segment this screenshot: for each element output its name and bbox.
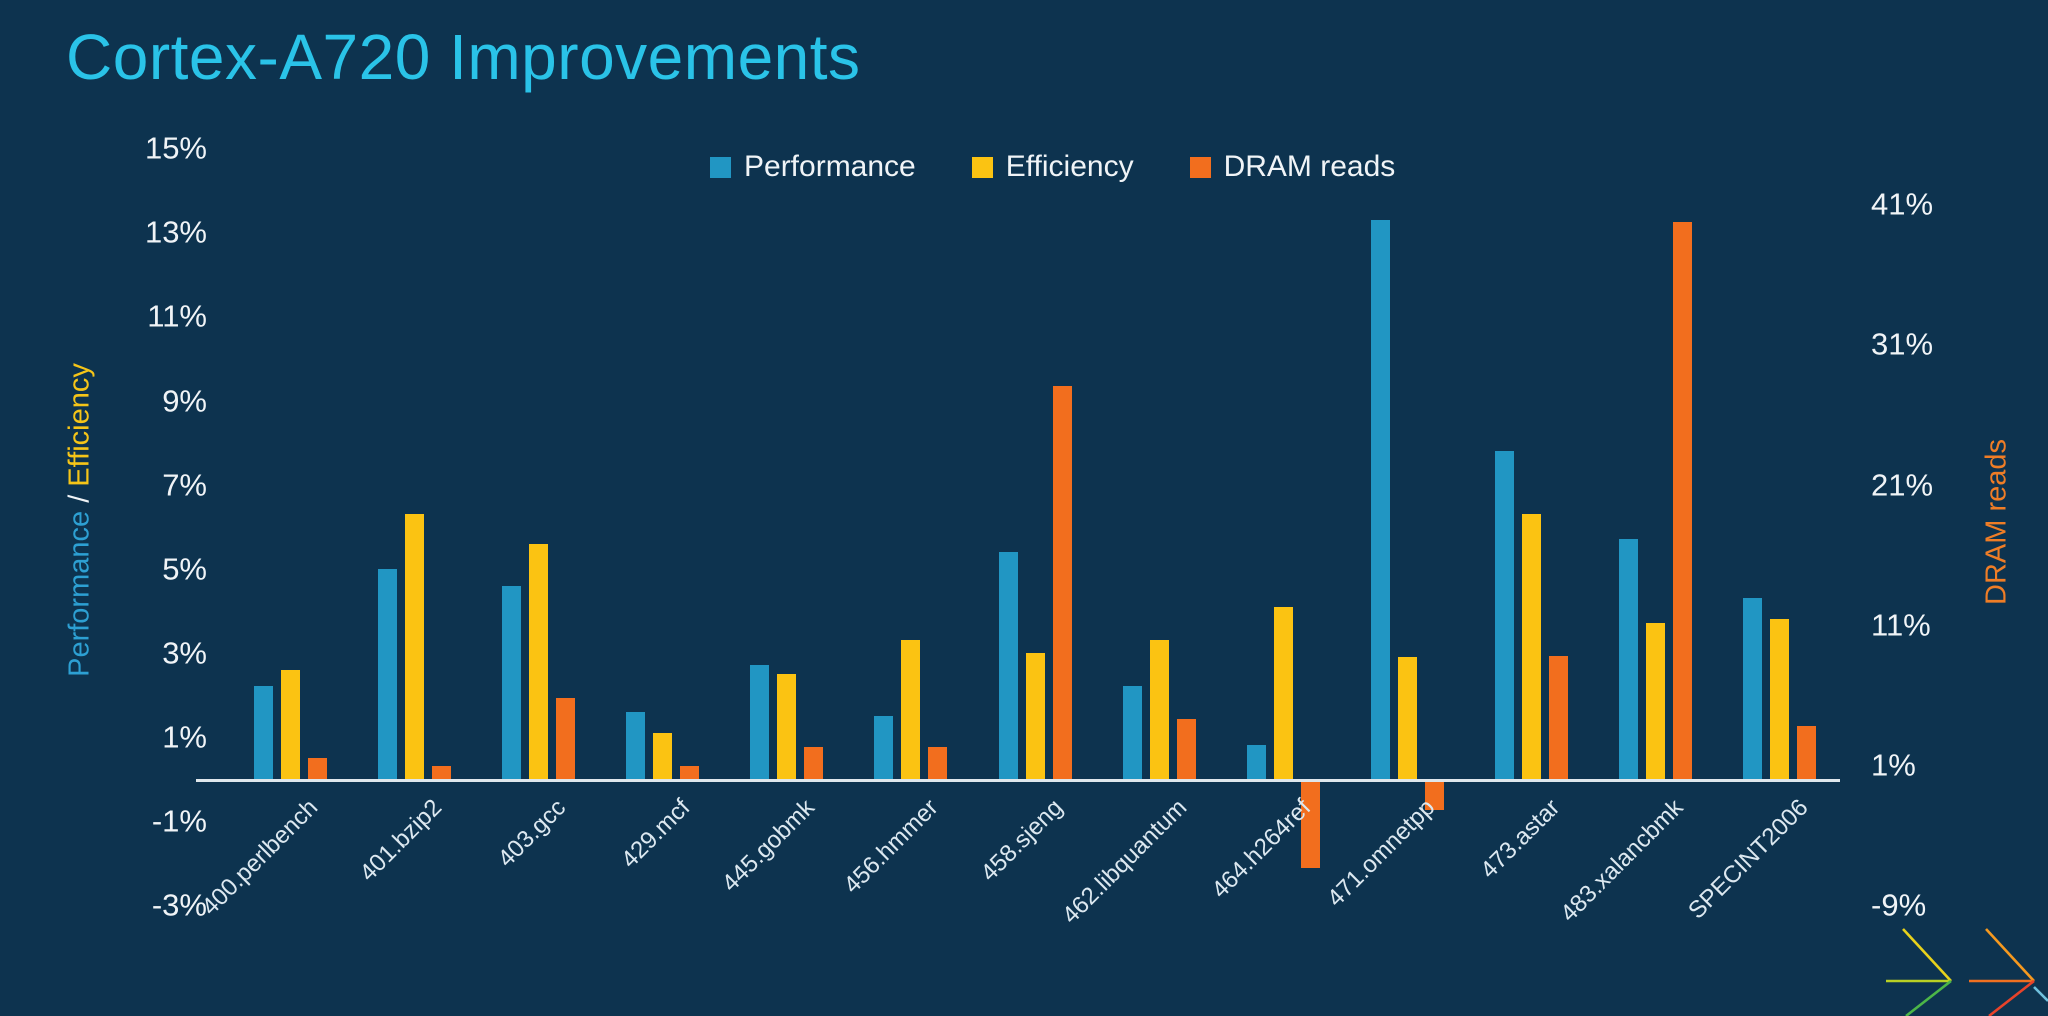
x-axis-category-label: 458.sjeng	[975, 794, 1069, 887]
x-axis-category-label: 462.libquantum	[1057, 794, 1193, 930]
x-axis-zero-line	[196, 779, 1840, 782]
x-axis-category-label: 483.xalancbmk	[1555, 794, 1689, 928]
bar-dram-reads	[1673, 222, 1692, 779]
bar-performance	[874, 716, 893, 779]
bar-dram-reads	[308, 758, 327, 779]
right-axis-tick-label: 21%	[1871, 466, 1934, 502]
bar-efficiency	[529, 544, 548, 779]
chart-legend: Performance Efficiency DRAM reads	[710, 150, 1395, 184]
x-axis-category-label: 401.bzip2	[354, 794, 448, 887]
bar-dram-reads	[928, 747, 947, 779]
right-axis-tick-label: 31%	[1871, 326, 1934, 362]
chevron-arrows-decoration	[1886, 928, 2048, 1016]
chevron-blue-tip-icon	[2033, 986, 2048, 1002]
performance-swatch-icon	[710, 156, 731, 178]
bar-efficiency	[405, 514, 424, 779]
x-axis-category-label: 400.perlbench	[196, 794, 324, 921]
bar-performance	[1619, 539, 1638, 779]
legend-item-performance: Performance	[710, 150, 916, 184]
x-axis-category-label: 471.omnetpp	[1322, 794, 1441, 913]
x-axis-category-label: 403.gcc	[492, 794, 572, 873]
x-axis-category-label: 429.mcf	[616, 794, 696, 874]
x-axis-category-label: SPECINT2006	[1682, 794, 1814, 925]
left-axis-tick-label: 11%	[147, 298, 207, 334]
dram-reads-swatch-icon	[1189, 156, 1211, 178]
bar-efficiency	[1026, 653, 1045, 779]
bar-efficiency	[1274, 607, 1293, 779]
left-axis-title: Performance / Efficiency	[64, 363, 97, 677]
bar-efficiency	[281, 670, 300, 779]
bar-performance	[254, 686, 273, 779]
left-axis-tick-label: 3%	[162, 635, 207, 671]
legend-label: DRAM reads	[1223, 150, 1396, 183]
left-axis-tick-label: 9%	[162, 382, 207, 418]
bar-dram-reads	[680, 766, 699, 779]
bar-efficiency	[1398, 657, 1417, 779]
right-axis-tick-label: -9%	[1871, 887, 1927, 923]
bar-dram-reads	[432, 766, 451, 779]
bar-dram-reads	[1797, 726, 1816, 779]
chevron-forward-yellow-green-icon	[1886, 928, 1952, 1016]
bar-performance	[502, 586, 521, 779]
bar-performance	[1247, 745, 1266, 779]
left-axis-tick-label: -1%	[151, 803, 207, 839]
chevron-forward-orange-icon	[1969, 928, 2035, 1016]
right-axis-tick-label: 41%	[1871, 186, 1934, 222]
right-axis-tick-label: 11%	[1871, 607, 1931, 643]
bar-dram-reads	[1425, 782, 1444, 810]
bar-efficiency	[653, 733, 672, 779]
legend-item-dram-reads: DRAM reads	[1189, 150, 1396, 184]
bar-dram-reads	[1549, 656, 1568, 779]
bar-efficiency	[1150, 640, 1169, 779]
bar-dram-reads	[1053, 386, 1072, 779]
right-axis-title: DRAM reads	[1980, 439, 2013, 605]
bar-performance	[750, 665, 769, 779]
bar-efficiency	[1646, 623, 1665, 779]
bar-performance	[1123, 686, 1142, 779]
bar-efficiency	[1770, 619, 1789, 779]
bar-efficiency	[1522, 514, 1541, 779]
bar-efficiency	[777, 674, 796, 779]
left-axis-tick-label: 15%	[144, 130, 207, 166]
x-axis-category-label: 473.astar	[1474, 794, 1565, 884]
bar-dram-reads	[556, 698, 575, 779]
page-title: Cortex-A720 Improvements	[66, 21, 861, 93]
left-axis-tick-label: 13%	[144, 214, 207, 250]
left-axis-tick-label: -3%	[151, 887, 207, 923]
right-axis-tick-label: 1%	[1871, 747, 1916, 783]
left-axis-title-efficiency: Efficiency	[63, 363, 96, 487]
bar-performance	[1495, 451, 1514, 779]
bar-dram-reads	[804, 747, 823, 779]
left-axis-tick-label: 7%	[162, 466, 207, 502]
bar-efficiency	[901, 640, 920, 779]
left-axis-title-slash: /	[63, 486, 96, 511]
x-axis-category-label: 456.hmmer	[839, 794, 944, 899]
x-axis-category-label: 445.gobmk	[716, 794, 820, 898]
bar-performance	[1371, 220, 1390, 779]
efficiency-swatch-icon	[971, 156, 993, 178]
bar-dram-reads	[1301, 782, 1320, 868]
left-axis-tick-label: 5%	[162, 551, 207, 587]
bar-performance	[378, 569, 397, 779]
bar-dram-reads	[1177, 719, 1196, 779]
left-axis-title-performance: Performance	[63, 510, 96, 677]
legend-label: Efficiency	[1005, 150, 1134, 183]
legend-label: Performance	[744, 150, 916, 183]
legend-item-efficiency: Efficiency	[971, 150, 1134, 184]
left-axis-tick-label: 1%	[162, 719, 207, 755]
bar-performance	[999, 552, 1018, 779]
bar-performance	[626, 712, 645, 779]
bar-performance	[1743, 598, 1762, 779]
